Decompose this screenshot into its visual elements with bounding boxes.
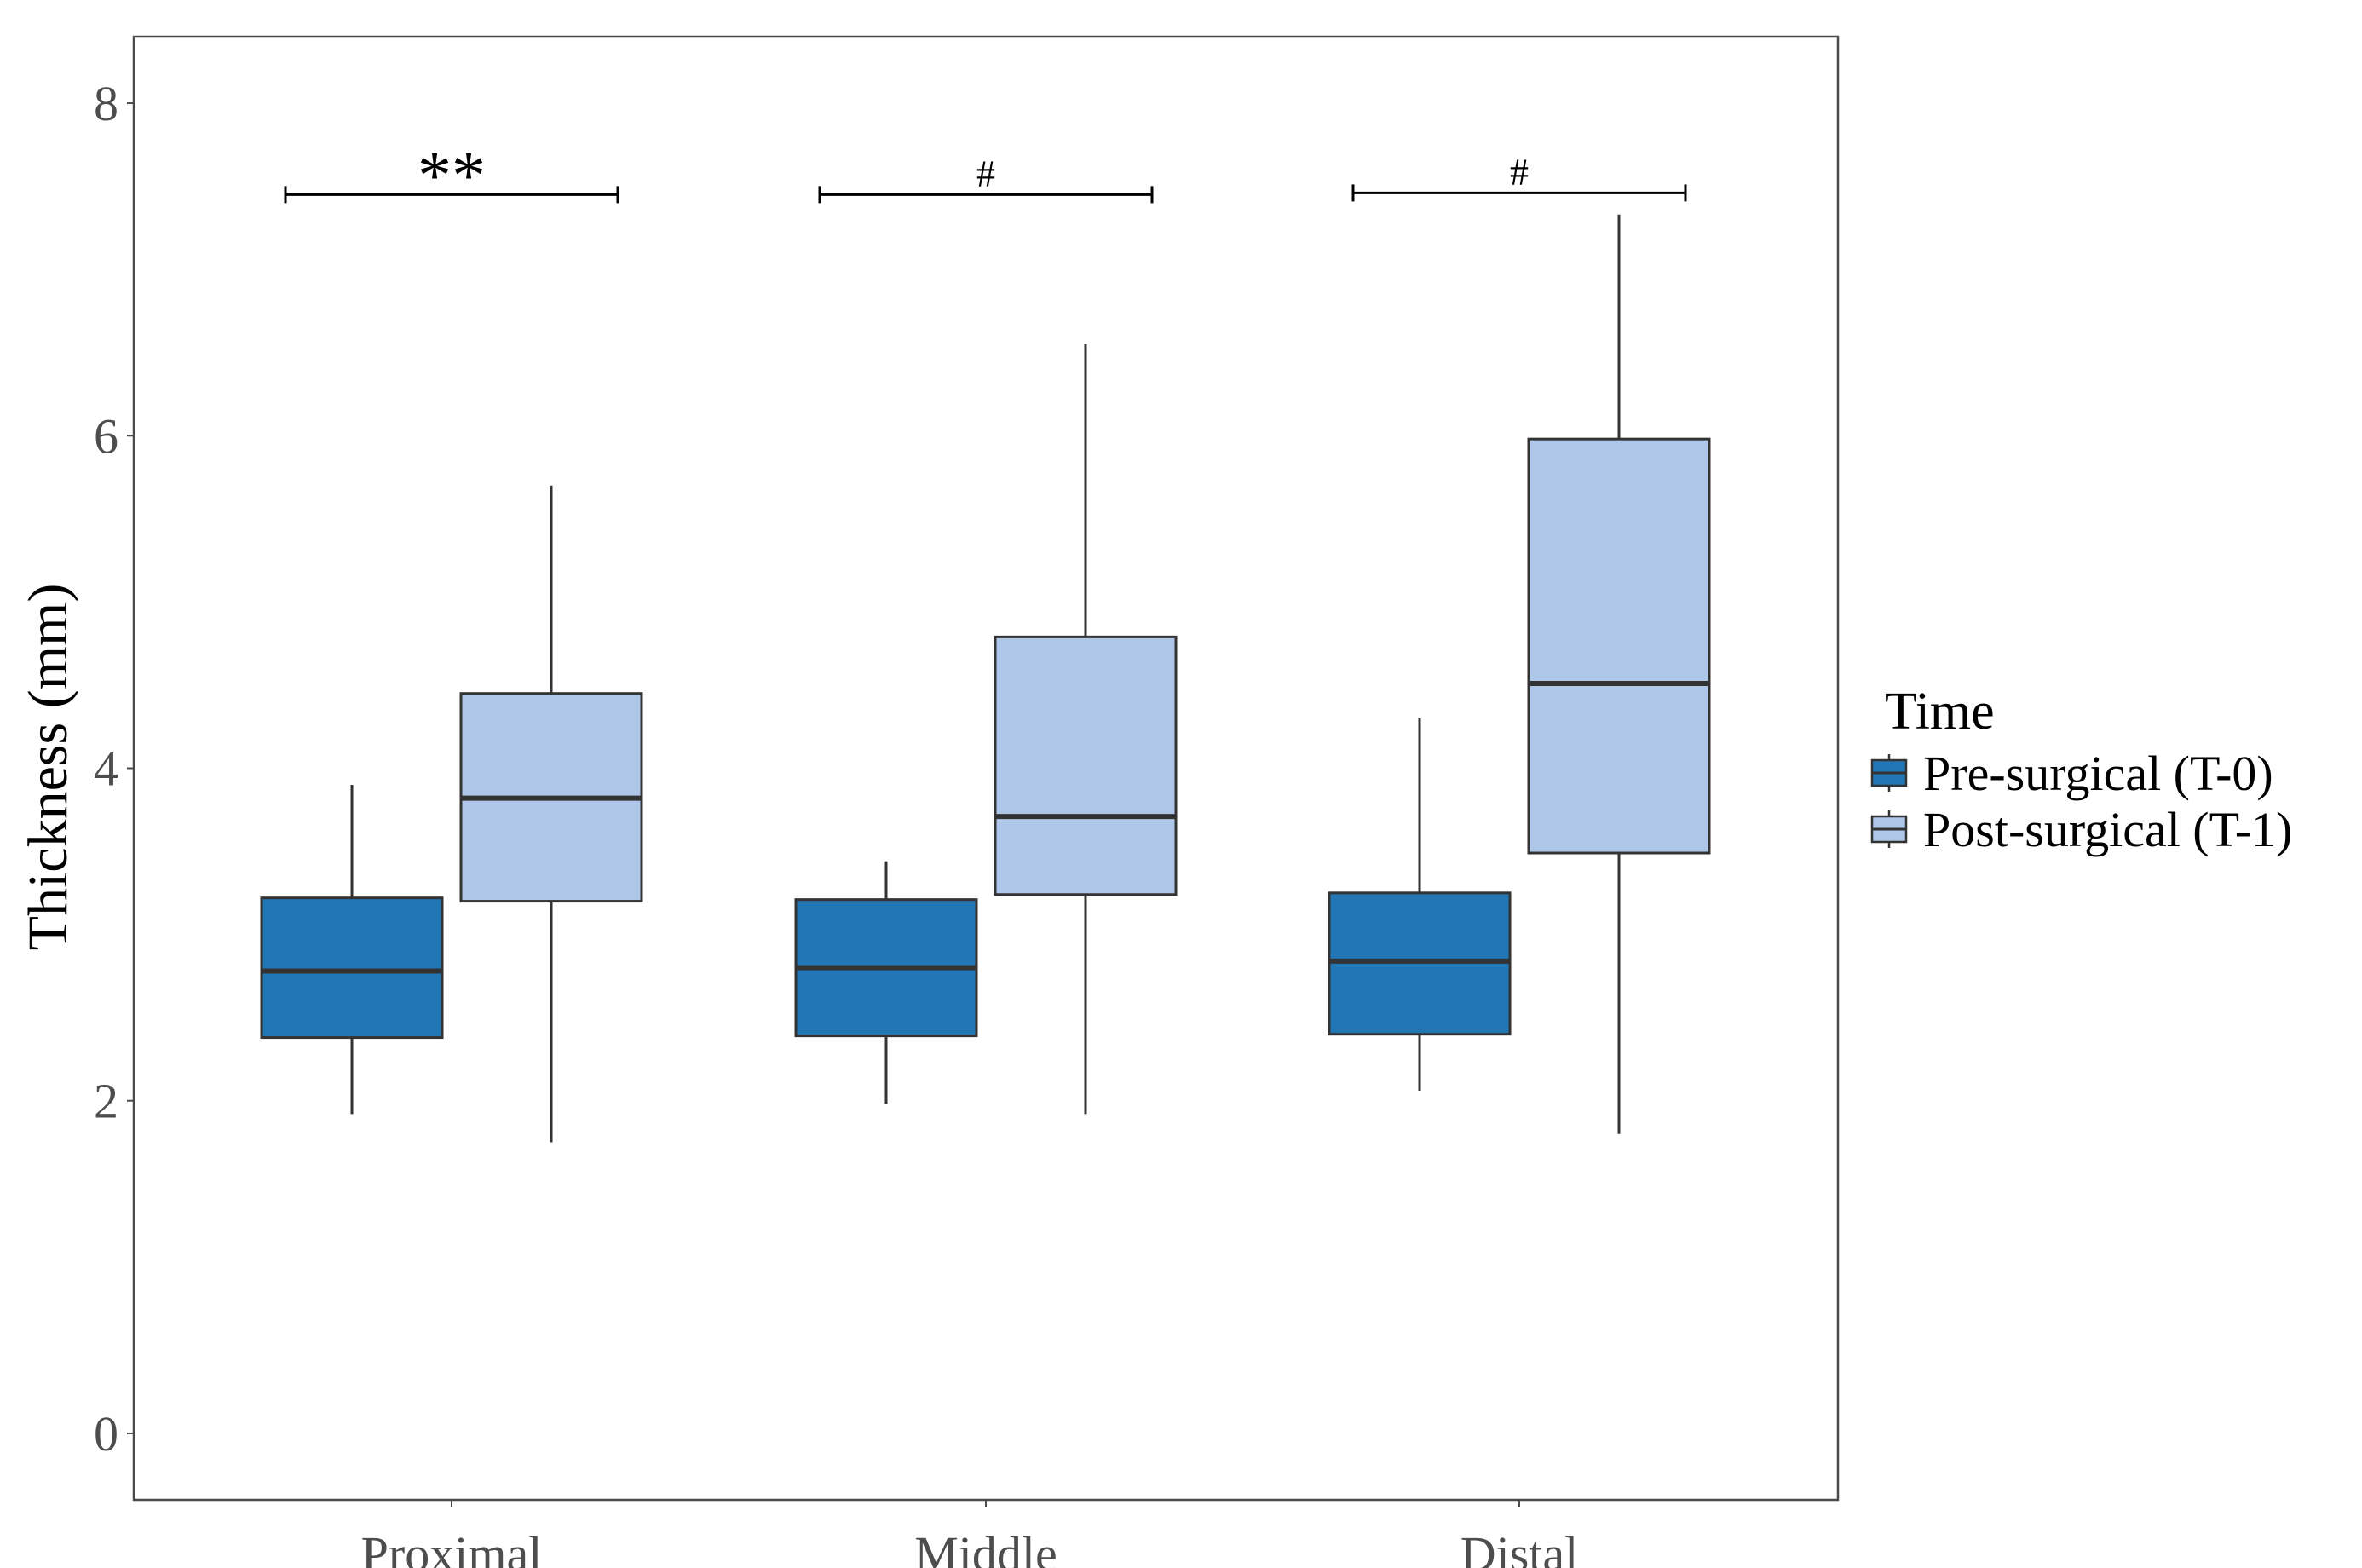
legend-label: Post-surgical (T-1)	[1923, 802, 2292, 857]
y-axis-title: Thickness (mm)	[17, 584, 79, 951]
box-series	[260, 214, 1711, 1143]
x-tick-label: Distal	[1460, 1526, 1579, 1568]
significance-label: **	[418, 138, 486, 213]
x-tick-label: Proximal	[361, 1526, 543, 1568]
legend-item: Post-surgical (T-1)	[1870, 802, 2292, 857]
box-body	[994, 635, 1178, 896]
significance-bracket: **	[284, 138, 619, 213]
box-0-1	[794, 861, 978, 1104]
box-body	[260, 896, 444, 1040]
legend-title: Time	[1885, 683, 1995, 741]
box-1-0	[459, 485, 643, 1143]
y-tick-label: 2	[94, 1074, 118, 1129]
box-0-0	[260, 785, 444, 1115]
y-tick-label: 0	[94, 1406, 118, 1461]
significance-bracket: #	[1351, 151, 1687, 202]
box-1-1	[994, 343, 1178, 1115]
y-axis: 0 2 4 6 8	[94, 76, 134, 1461]
y-tick-label: 6	[94, 408, 118, 464]
legend-label: Pre-surgical (T-0)	[1923, 746, 2273, 801]
y-tick-label: 8	[94, 76, 118, 131]
box-1-2	[1527, 214, 1711, 1134]
significance-label: #	[1510, 151, 1529, 193]
legend: Time Pre-surgical (T-0)Post-surgical (T-…	[1870, 683, 2292, 857]
x-tick-label: Middle	[914, 1526, 1057, 1568]
significance-bracket: #	[818, 153, 1154, 204]
x-axis: Proximal Middle Distal	[361, 1500, 1579, 1568]
significance-label: #	[976, 153, 995, 194]
box-body	[1527, 437, 1711, 855]
y-tick-label: 4	[94, 741, 118, 797]
significance-annotations: ** # #	[284, 138, 1687, 213]
box-0-2	[1328, 718, 1512, 1092]
legend-item: Pre-surgical (T-0)	[1870, 746, 2273, 801]
